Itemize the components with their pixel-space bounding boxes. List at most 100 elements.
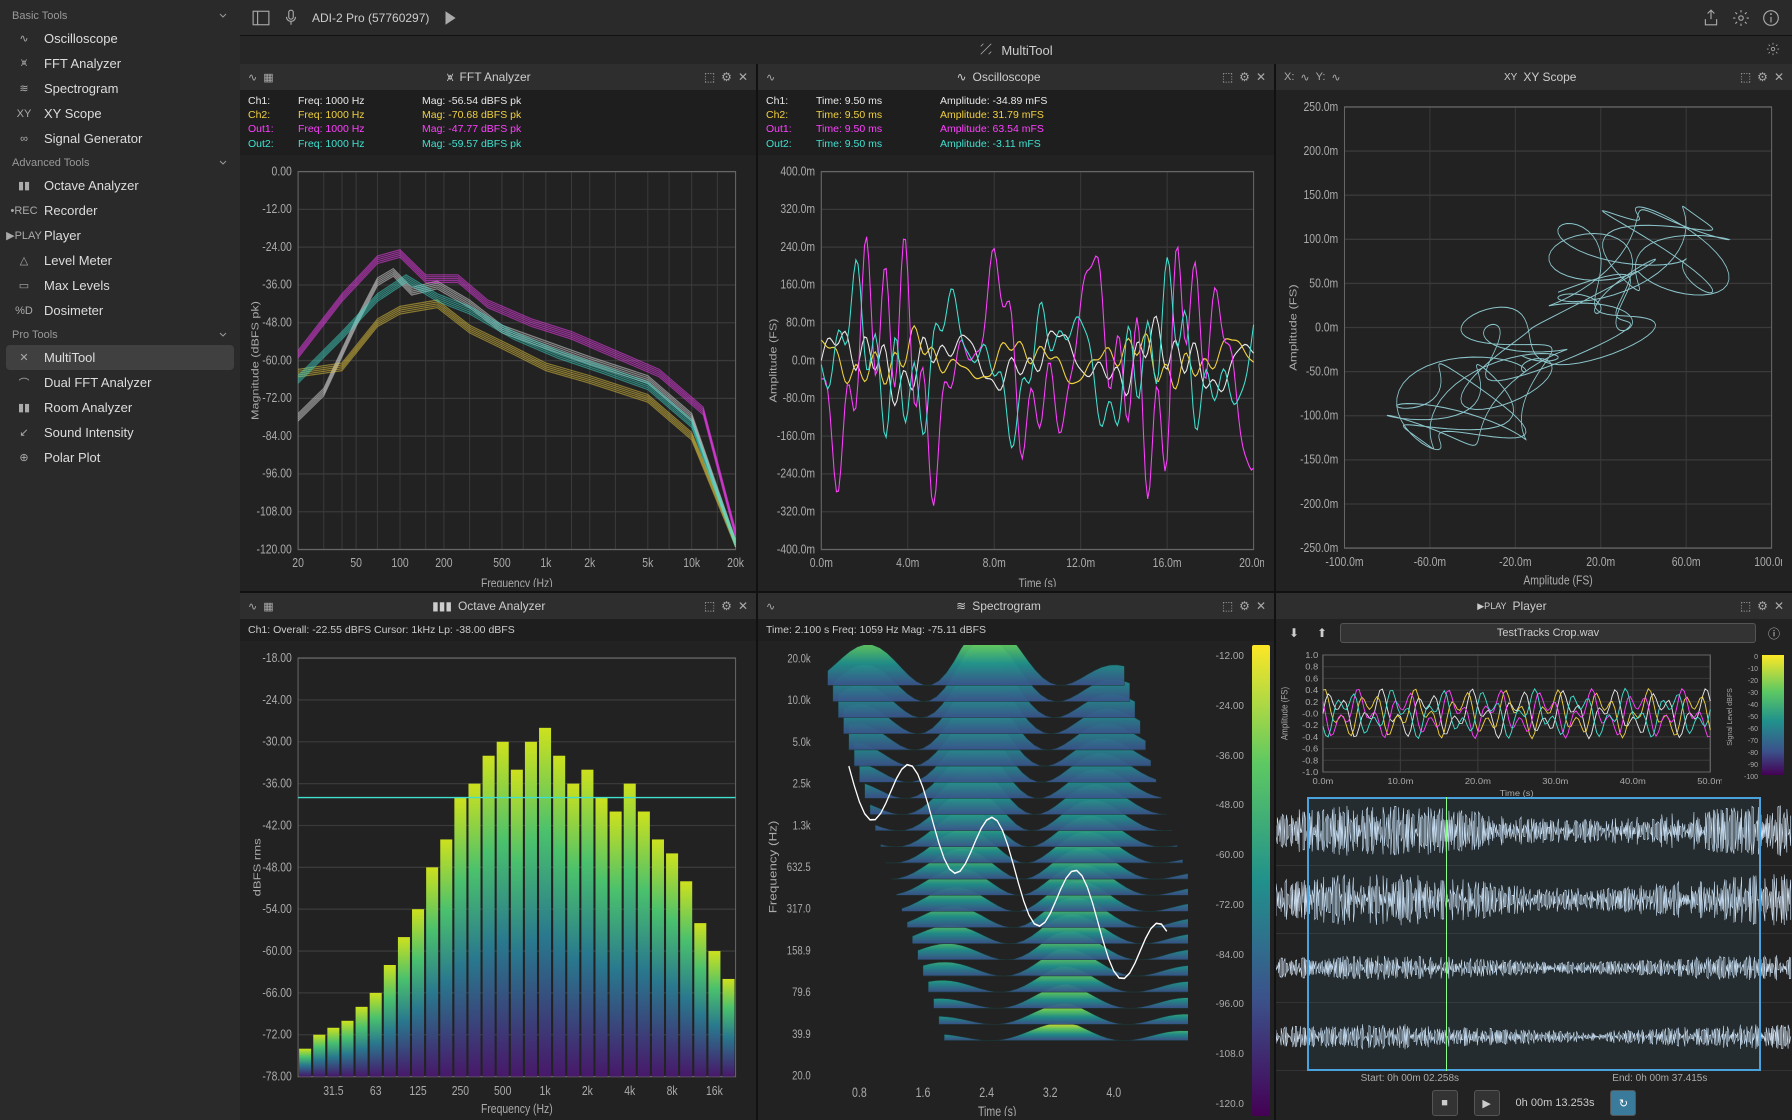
osc-gear-icon[interactable]: ⚙ bbox=[1239, 70, 1250, 84]
fft-bars-icon[interactable]: ▦ bbox=[263, 71, 273, 84]
info-icon[interactable] bbox=[1762, 9, 1780, 27]
topbar: ADI-2 Pro (57760297) bbox=[240, 0, 1792, 36]
osc-chart-icon[interactable]: ⬚ bbox=[1222, 70, 1233, 84]
xy-icon: XY bbox=[14, 107, 34, 121]
fft-gear-icon[interactable]: ⚙ bbox=[721, 70, 732, 84]
spectrogram-panel: ∿ ≋Spectrogram ⬚⚙✕ Time: 2.100 s Freq: 1… bbox=[758, 593, 1274, 1120]
svg-text:-78.00: -78.00 bbox=[262, 1069, 292, 1084]
xy-chart-icon[interactable]: ⬚ bbox=[1740, 70, 1751, 84]
player-export-icon[interactable]: ⬆ bbox=[1312, 623, 1332, 643]
sidebar-item-polar-plot[interactable]: ⊕Polar Plot bbox=[0, 445, 240, 470]
svg-text:317.0: 317.0 bbox=[787, 903, 811, 916]
player-chart-icon[interactable]: ⬚ bbox=[1740, 599, 1751, 613]
svg-text:Time (s): Time (s) bbox=[1500, 789, 1534, 797]
svg-text:-100: -100 bbox=[1744, 774, 1758, 781]
svg-text:80.0m: 80.0m bbox=[786, 316, 815, 329]
svg-text:-40: -40 bbox=[1748, 702, 1758, 709]
svg-text:0.0m: 0.0m bbox=[1315, 320, 1338, 334]
sidebar-item-fft-analyzer[interactable]: ⩙FFT Analyzer bbox=[0, 51, 240, 76]
svg-text:-108.00: -108.00 bbox=[257, 505, 292, 518]
player-gear-icon[interactable]: ⚙ bbox=[1757, 599, 1768, 613]
share-icon[interactable] bbox=[1702, 9, 1720, 27]
svg-text:5k: 5k bbox=[642, 557, 653, 570]
spectro-close-icon[interactable]: ✕ bbox=[1256, 599, 1266, 613]
xy-close-icon[interactable]: ✕ bbox=[1774, 70, 1784, 84]
svg-text:Frequency (Hz): Frequency (Hz) bbox=[481, 1101, 553, 1116]
sidebar-item-max-levels[interactable]: ▭Max Levels bbox=[0, 273, 240, 298]
player-play-button[interactable]: ▶ bbox=[1474, 1090, 1500, 1116]
sidebar-section[interactable]: Advanced Tools bbox=[0, 151, 240, 173]
svg-text:40.0m: 40.0m bbox=[1620, 777, 1646, 786]
svg-text:20.0m: 20.0m bbox=[1586, 555, 1615, 569]
sidebar-item-dosimeter[interactable]: %DDosimeter bbox=[0, 298, 240, 323]
play-icon[interactable] bbox=[441, 9, 459, 27]
sidebar-section[interactable]: Basic Tools bbox=[0, 4, 240, 26]
svg-text:2.5k: 2.5k bbox=[793, 778, 811, 791]
octave-bars-icon[interactable]: ▦ bbox=[263, 600, 273, 613]
octave-close-icon[interactable]: ✕ bbox=[738, 599, 748, 613]
svg-text:Time (s): Time (s) bbox=[1019, 577, 1057, 587]
sidebar-item-multitool[interactable]: ✕MultiTool bbox=[6, 345, 234, 370]
sidebar-item-player[interactable]: ▶PLAYPlayer bbox=[0, 223, 240, 248]
xy-gear-icon[interactable]: ⚙ bbox=[1757, 70, 1768, 84]
sidebar-item-octave-analyzer[interactable]: ▮▮Octave Analyzer bbox=[0, 173, 240, 198]
osc-close-icon[interactable]: ✕ bbox=[1256, 70, 1266, 84]
workspace-gear-icon[interactable] bbox=[1766, 42, 1780, 59]
svg-text:-36.00: -36.00 bbox=[262, 776, 292, 791]
room-icon: ▮▮ bbox=[14, 401, 34, 415]
svg-text:0.8: 0.8 bbox=[1305, 662, 1318, 671]
sidebar-item-signal-generator[interactable]: ∞Signal Generator bbox=[0, 126, 240, 151]
svg-text:100.0m: 100.0m bbox=[1304, 232, 1339, 246]
svg-text:-200.0m: -200.0m bbox=[1300, 497, 1338, 511]
spectro-icon: ≋ bbox=[956, 599, 966, 613]
sidebar-item-level-meter[interactable]: △Level Meter bbox=[0, 248, 240, 273]
fft-chart-icon[interactable]: ⬚ bbox=[704, 70, 715, 84]
sidebar-item-xy-scope[interactable]: XYXY Scope bbox=[0, 101, 240, 126]
xy-x-icon[interactable]: ∿ bbox=[1300, 71, 1309, 84]
octave-chart-icon[interactable]: ⬚ bbox=[704, 599, 715, 613]
svg-text:39.9: 39.9 bbox=[792, 1028, 811, 1041]
settings-icon[interactable] bbox=[1732, 9, 1750, 27]
sidebar-item-spectrogram[interactable]: ≋Spectrogram bbox=[0, 76, 240, 101]
player-info-icon[interactable]: ⓘ bbox=[1764, 623, 1784, 643]
player-close-icon[interactable]: ✕ bbox=[1774, 599, 1784, 613]
sidebar-item-dual-fft-analyzer[interactable]: ⌒Dual FFT Analyzer bbox=[0, 370, 240, 395]
svg-text:2k: 2k bbox=[584, 557, 595, 570]
player-stop-button[interactable]: ■ bbox=[1432, 1090, 1458, 1116]
spectro-gear-icon[interactable]: ⚙ bbox=[1239, 599, 1250, 613]
octave-gear-icon[interactable]: ⚙ bbox=[721, 599, 732, 613]
spectro-wave-icon[interactable]: ∿ bbox=[766, 600, 775, 613]
svg-text:-80.0m: -80.0m bbox=[783, 392, 815, 405]
player-file[interactable]: TestTracks Crop.wav bbox=[1340, 623, 1756, 643]
octave-wave-icon[interactable]: ∿ bbox=[248, 600, 257, 613]
svg-text:-0.6: -0.6 bbox=[1302, 744, 1318, 753]
svg-text:4.0: 4.0 bbox=[1106, 1085, 1121, 1101]
sidebar-item-oscilloscope[interactable]: ∿Oscilloscope bbox=[0, 26, 240, 51]
svg-text:-10: -10 bbox=[1748, 666, 1758, 673]
sidebar-section[interactable]: Pro Tools bbox=[0, 323, 240, 345]
fft-close-icon[interactable]: ✕ bbox=[738, 70, 748, 84]
svg-text:-0.8: -0.8 bbox=[1302, 756, 1318, 765]
svg-text:-90: -90 bbox=[1748, 762, 1758, 769]
sidebar-item-recorder[interactable]: •RECRecorder bbox=[0, 198, 240, 223]
svg-text:-24.00: -24.00 bbox=[262, 692, 292, 707]
fft-icon: ⩙ bbox=[447, 70, 454, 85]
player-import-icon[interactable]: ⬇ bbox=[1284, 623, 1304, 643]
fft-wave-icon[interactable]: ∿ bbox=[248, 71, 257, 84]
device-name[interactable]: ADI-2 Pro (57760297) bbox=[312, 11, 429, 25]
player-waveforms[interactable] bbox=[1276, 797, 1792, 1071]
panel-toggle-icon[interactable] bbox=[252, 9, 270, 27]
workspace-title: MultiTool bbox=[1001, 43, 1052, 58]
svg-text:63: 63 bbox=[370, 1083, 382, 1098]
player-loop-button[interactable]: ↻ bbox=[1610, 1090, 1636, 1116]
sidebar-item-sound-intensity[interactable]: ↙Sound Intensity bbox=[0, 420, 240, 445]
osc-wave-icon[interactable]: ∿ bbox=[766, 71, 775, 84]
sidebar-item-room-analyzer[interactable]: ▮▮Room Analyzer bbox=[0, 395, 240, 420]
svg-text:-18.00: -18.00 bbox=[262, 650, 292, 665]
multi-icon: ✕ bbox=[14, 351, 34, 365]
osc-title: Oscilloscope bbox=[973, 70, 1041, 84]
workspace-title-bar: MultiTool bbox=[240, 36, 1792, 64]
xy-y-icon[interactable]: ∿ bbox=[1331, 71, 1340, 84]
spectro-chart-icon[interactable]: ⬚ bbox=[1222, 599, 1233, 613]
mic-icon[interactable] bbox=[282, 9, 300, 27]
